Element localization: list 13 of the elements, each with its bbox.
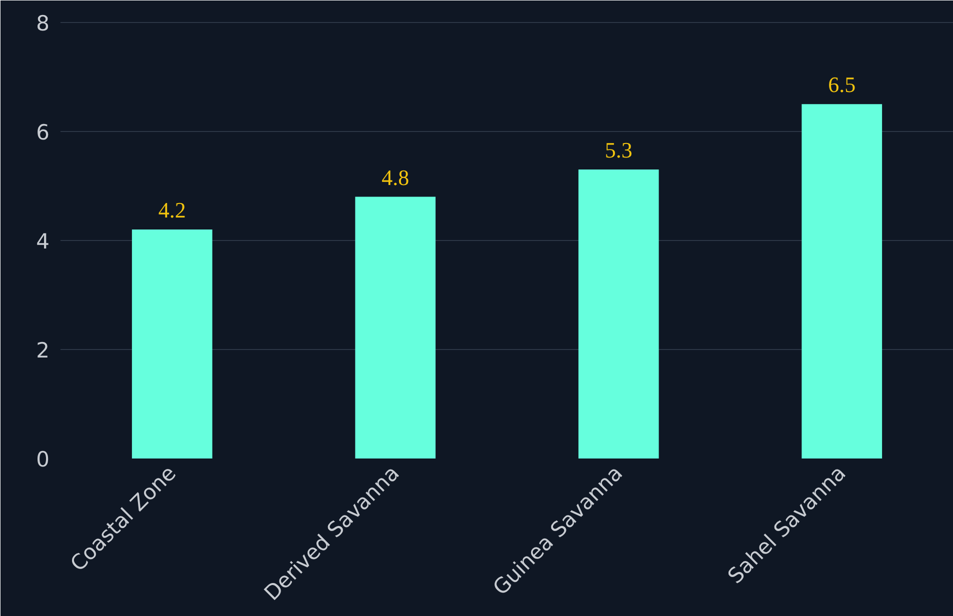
data-label: 5.3 <box>604 138 632 163</box>
y-tick-label: 2 <box>36 338 50 362</box>
y-tick-label: 8 <box>36 11 50 36</box>
data-label: 4.8 <box>382 164 410 190</box>
data-label: 4.2 <box>158 198 186 222</box>
bar <box>578 170 659 458</box>
bar <box>802 104 882 458</box>
y-tick-label: 4 <box>36 229 50 254</box>
y-tick-label: 0 <box>36 448 50 472</box>
y-tick-label: 6 <box>36 120 50 144</box>
bar <box>355 196 436 458</box>
bar <box>132 230 212 458</box>
data-label: 6.5 <box>828 72 856 98</box>
